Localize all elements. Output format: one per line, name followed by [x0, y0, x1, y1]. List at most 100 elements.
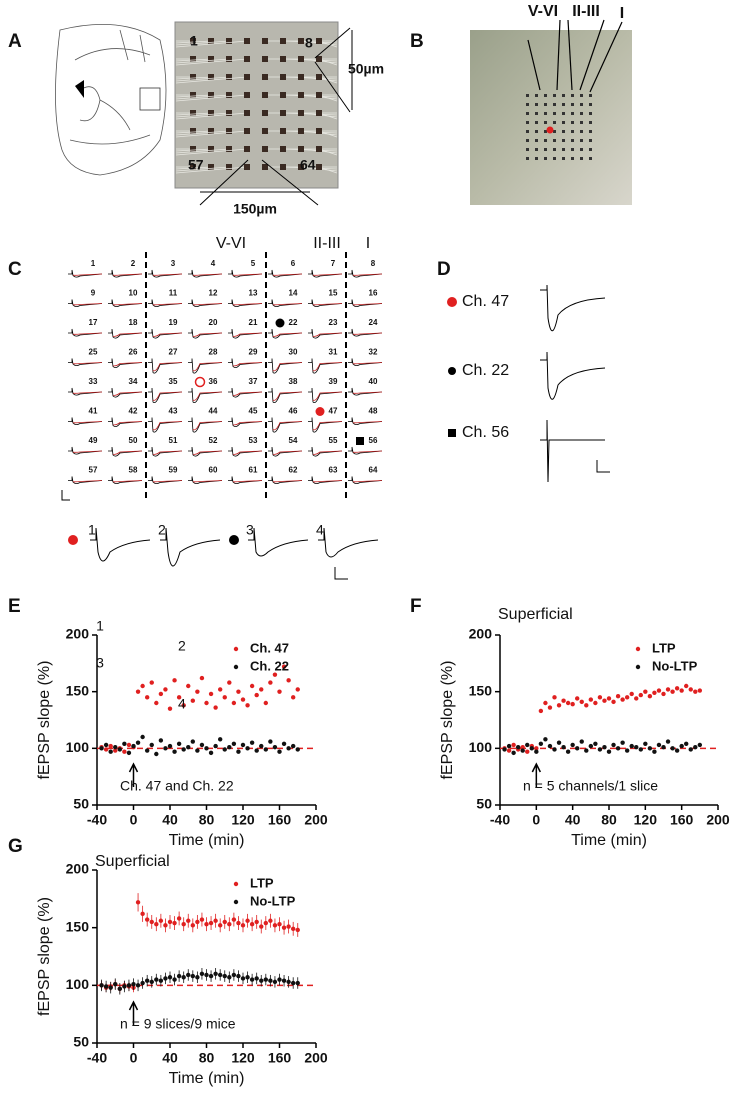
electrode — [589, 121, 592, 124]
lead — [175, 94, 212, 98]
trace-overlay — [72, 391, 103, 394]
point — [217, 972, 223, 978]
point — [208, 920, 214, 926]
annotation: Ch. 47 and Ch. 22 — [120, 778, 234, 794]
slice-photo — [470, 30, 632, 205]
point — [652, 690, 657, 695]
trace-overlay — [352, 421, 383, 424]
lead — [175, 58, 230, 64]
point — [213, 918, 218, 923]
electrode — [589, 94, 592, 97]
point — [181, 703, 186, 708]
x-tick-label: 80 — [199, 1050, 215, 1066]
point — [629, 691, 634, 697]
electrode — [298, 128, 304, 134]
corner-label: 8 — [305, 35, 313, 51]
point — [643, 741, 648, 746]
electrode — [535, 148, 538, 151]
trace-overlay — [312, 450, 343, 455]
point — [144, 748, 150, 753]
channel-number: 56 — [369, 436, 378, 445]
point — [103, 747, 109, 752]
electrode — [562, 148, 565, 151]
layer-label: II-III — [313, 235, 341, 252]
lead — [175, 166, 212, 170]
point — [268, 978, 273, 983]
electrode — [316, 56, 322, 62]
trace — [68, 299, 103, 308]
y-tick-label: 100 — [66, 976, 90, 992]
point — [634, 745, 639, 750]
point — [688, 687, 693, 692]
x-tick-label: -40 — [87, 812, 107, 828]
electrode — [562, 157, 565, 160]
electrode — [589, 103, 592, 106]
y-axis-label: fEPSP slope (%) — [36, 661, 53, 780]
point — [163, 976, 168, 981]
electrode — [208, 38, 214, 44]
corner-label: 1 — [190, 33, 198, 49]
point — [538, 708, 544, 714]
lead — [175, 76, 230, 82]
legend-label: Ch. 22 — [250, 658, 289, 673]
point — [286, 924, 291, 929]
point — [679, 688, 684, 693]
point — [565, 700, 571, 706]
point — [135, 689, 141, 694]
trace-overlay — [152, 450, 183, 455]
panel-label: G — [8, 836, 23, 857]
electrode — [298, 146, 304, 152]
trace — [268, 387, 303, 404]
point — [652, 749, 657, 754]
lead — [175, 112, 230, 118]
channel-number: 60 — [209, 466, 218, 475]
electrode — [208, 128, 214, 134]
electrode — [562, 121, 565, 124]
x-tick-label: -40 — [490, 812, 510, 828]
trace-overlay — [192, 303, 223, 306]
point — [295, 927, 300, 933]
point — [684, 683, 689, 689]
point — [506, 748, 512, 753]
channel-number: 10 — [129, 289, 138, 298]
point — [217, 737, 223, 742]
electrode — [226, 56, 232, 62]
point — [227, 745, 232, 750]
electrode — [580, 112, 583, 115]
channel-number: 42 — [129, 407, 138, 416]
channel-number: 62 — [289, 466, 298, 475]
point — [158, 978, 164, 983]
trace — [348, 417, 383, 426]
x-tick-label: 160 — [670, 812, 694, 828]
point — [167, 919, 173, 925]
trace-overlay — [72, 303, 103, 306]
point — [561, 698, 566, 703]
x-tick-label: 160 — [268, 812, 292, 828]
trace-label: 3 — [246, 522, 254, 538]
point — [552, 695, 557, 700]
channel-number: 30 — [289, 348, 298, 357]
electrode — [316, 38, 322, 44]
trace — [308, 446, 343, 457]
electrode — [244, 56, 250, 62]
legend-swatch — [635, 664, 641, 670]
x-tick-label: 0 — [130, 1050, 138, 1066]
annotation: Superficial — [95, 853, 170, 870]
x-tick-label: -40 — [87, 1050, 107, 1066]
channel-number: 21 — [249, 318, 258, 327]
trace-overlay — [72, 273, 103, 276]
point — [190, 739, 196, 744]
legend-swatch — [635, 646, 641, 652]
point — [272, 923, 278, 928]
point — [249, 740, 255, 745]
point — [222, 695, 227, 700]
point — [240, 697, 246, 702]
trace-overlay — [352, 273, 383, 276]
channel-number: 33 — [89, 377, 98, 386]
x-tick-label: 160 — [268, 1050, 292, 1066]
y-tick-label: 200 — [469, 626, 493, 642]
y-tick-label: 50 — [476, 796, 492, 812]
trace — [188, 328, 223, 339]
point — [245, 918, 250, 923]
annotation: Superficial — [498, 606, 573, 623]
